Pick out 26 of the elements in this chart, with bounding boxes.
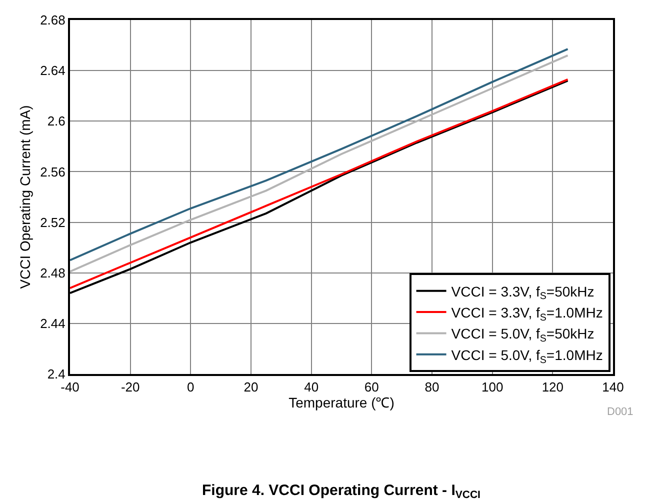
legend-label: VCCI = 5.0V, f$_{S}$=1.0MHz	[451, 346, 603, 366]
x-tick-label: 120	[542, 380, 564, 395]
x-tick-label: 0	[187, 380, 194, 395]
y-tick-label: 2.6	[47, 114, 66, 129]
x-tick-label: 60	[364, 380, 379, 395]
y-tick-label: 2.44	[40, 316, 66, 331]
x-tick-label: 100	[481, 380, 504, 395]
legend-label: VCCI = 3.3V, f$_{S}$=1.0MHz	[451, 304, 603, 324]
y-tick-label: 2.56	[40, 164, 66, 180]
text: Figure 4. VCCI Operating Current - I$_{VCCI}$	[202, 482, 481, 499]
legend-label: VCCI = 5.0V, f$_{S}$=50kHz	[451, 326, 594, 345]
x-tick-label: -40	[60, 380, 80, 395]
x-tick-label: 20	[244, 380, 258, 395]
x-tick-label: -20	[120, 380, 140, 395]
x-axis-title: Temperature (℃)	[288, 394, 394, 411]
y-tick-label: 2.68	[40, 12, 66, 28]
y-tick-label: 2.64	[40, 63, 66, 78]
x-tick-label: 40	[304, 380, 319, 395]
y-tick-label: 2.52	[40, 214, 66, 230]
y-tick-label: 2.48	[40, 265, 66, 280]
y-tick-label: 2.4	[47, 366, 66, 382]
legend-label: VCCI = 3.3V, f$_{S}$=50kHz	[451, 283, 594, 302]
y-axis-title: VCCI Operating Current (mA)	[17, 105, 34, 289]
x-tick-label: 80	[424, 380, 440, 395]
text: D001	[607, 406, 634, 418]
x-tick-label: 140	[602, 380, 624, 395]
